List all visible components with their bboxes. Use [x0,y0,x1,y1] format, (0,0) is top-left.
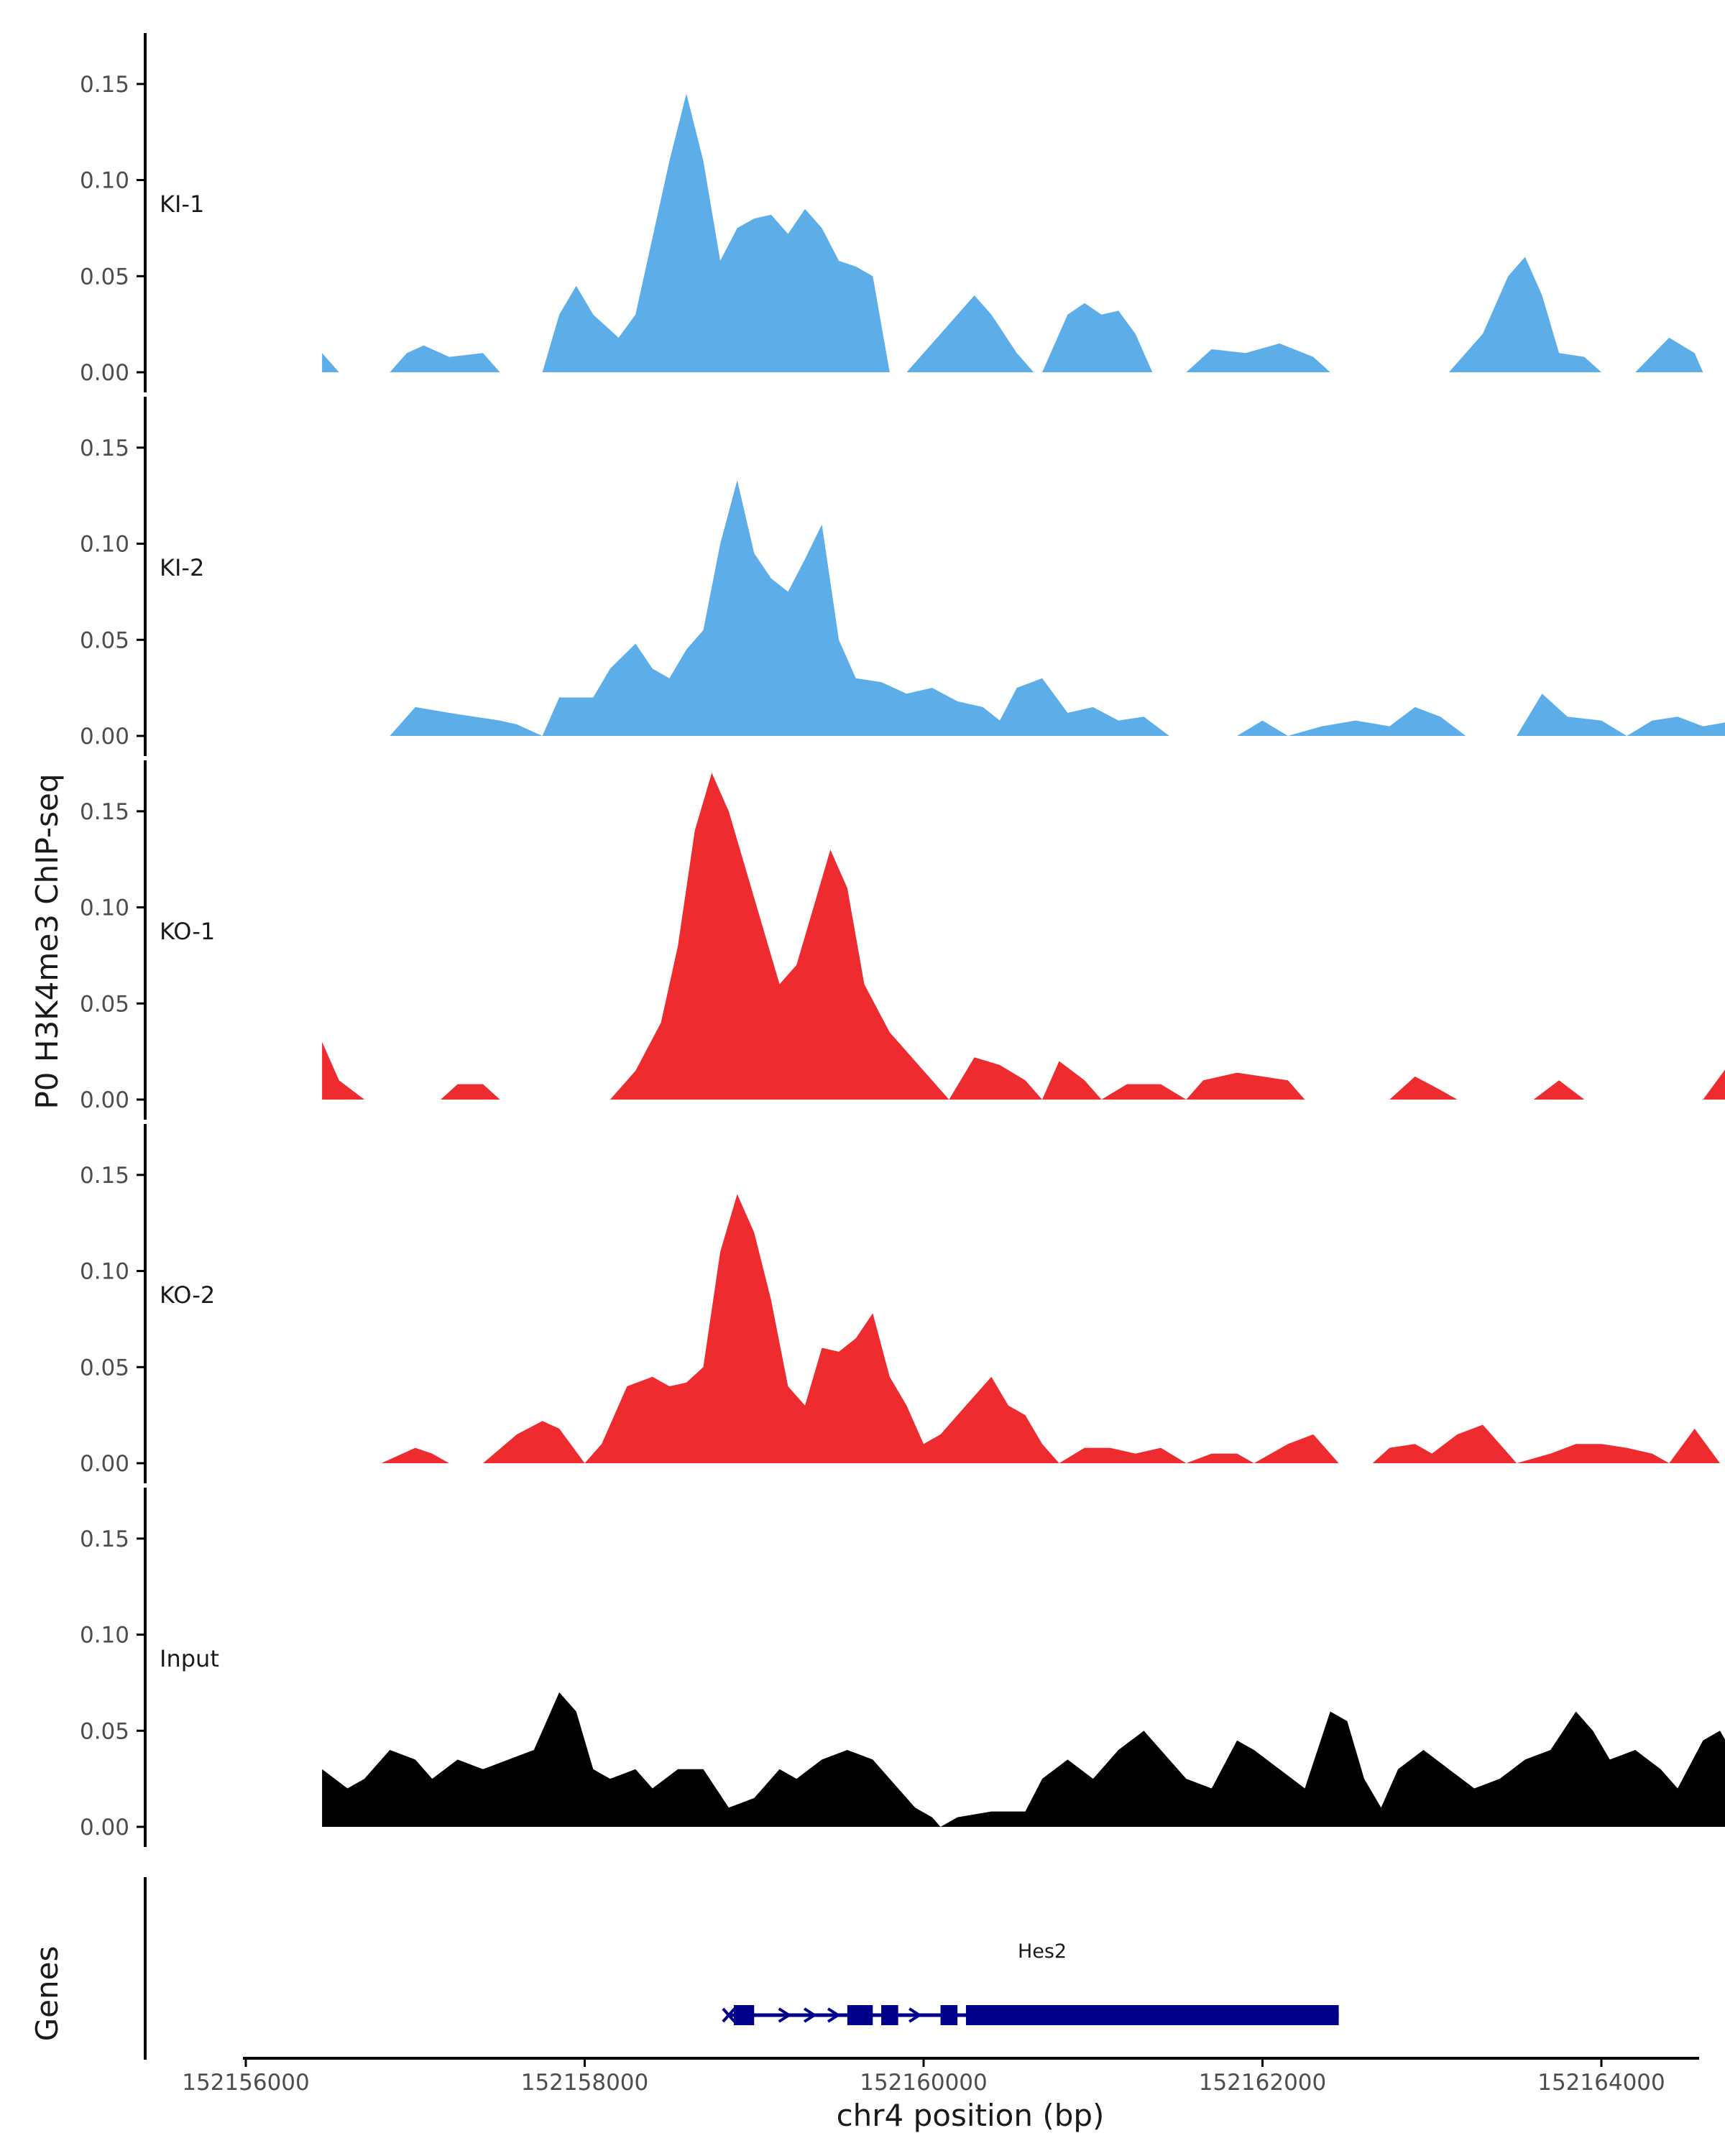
y-tick-label: 0.05 [80,991,129,1017]
y-tick-label: 0.10 [80,895,129,921]
y-tick-label: 0.05 [80,264,129,290]
y-tick-label: 0.10 [80,1623,129,1649]
gene-start-marker [722,2007,736,2023]
track-KO-2: 0.00 0.05 0.10 0.15 KO-2 [80,1124,1720,1483]
track-KI-2: 0.00 0.05 0.10 0.15 KI-2 [80,397,1725,756]
y-tick-label: 0.15 [80,1526,129,1552]
track-label-Input: Input [160,1645,219,1672]
y-tick-label: 0.00 [80,1815,129,1841]
y-tick-label: 0.00 [80,724,129,750]
gene-exon-4 [940,2005,958,2025]
track-Input: 0.00 0.05 0.10 0.15 Input [80,1488,1725,1847]
y-tick-label: 0.00 [80,1451,129,1477]
track-label-KI-1: KI-1 [160,190,204,218]
y-tick-label: 0.10 [80,168,129,194]
area-KI-2 [390,480,1725,736]
area-Input [322,1692,1725,1827]
strand-arrow [803,2007,817,2023]
gene-track: Hes2 [144,1877,1339,2060]
y-tick-label: 0.15 [80,72,129,98]
x-axis-title: chr4 position (bp) [837,2098,1105,2133]
strand-arrow [778,2007,792,2023]
y-tick-label: 0.15 [80,436,129,461]
x-tick-label: 152162000 [1199,2070,1327,2096]
gene-exon-2 [847,2005,873,2025]
genes-axis-title: Genes [29,1946,65,2042]
gene-exon-3 [881,2005,898,2025]
y-tick-label: 0.10 [80,1259,129,1285]
x-axis: 152156000 152158000 152160000 152162000 1521… [182,2057,1699,2096]
area-KI-1 [322,93,1703,372]
track-label-KO-1: KO-1 [160,918,215,945]
x-tick-label: 152156000 [182,2070,310,2096]
x-tick-label: 152160000 [860,2070,988,2096]
y-tick-label: 0.00 [80,360,129,386]
area-KO-2 [381,1194,1720,1463]
y-tick-label: 0.05 [80,627,129,653]
gene-exon-5 [965,2005,1339,2025]
track-KI-1: 0.00 0.05 0.10 0.15 KI-1 [80,33,1703,392]
y-tick-label: 0.05 [80,1355,129,1381]
strand-arrow [827,2007,841,2023]
track-KO-1: 0.00 0.05 0.10 0.15 KO-1 [80,760,1725,1120]
tracks-group: 0.00 0.05 0.10 0.15 KI-1 0.00 0.05 0.10 0.15 KI-2… [80,33,1725,1847]
strand-arrow [908,2007,922,2023]
y-axis-title: P0 H3K4me3 ChIP-seq [29,773,65,1109]
gene-label: Hes2 [1018,1940,1067,1963]
x-tick-label: 152158000 [521,2070,649,2096]
track-label-KO-2: KO-2 [160,1281,215,1309]
y-tick-label: 0.00 [80,1087,129,1113]
y-tick-label: 0.15 [80,799,129,825]
area-KO-1 [322,773,1725,1100]
gene-exon-1 [733,2005,755,2025]
track-label-KI-2: KI-2 [160,554,204,581]
y-tick-label: 0.10 [80,532,129,558]
y-tick-label: 0.15 [80,1163,129,1189]
y-tick-label: 0.05 [80,1718,129,1744]
x-tick-label: 152164000 [1537,2070,1665,2096]
